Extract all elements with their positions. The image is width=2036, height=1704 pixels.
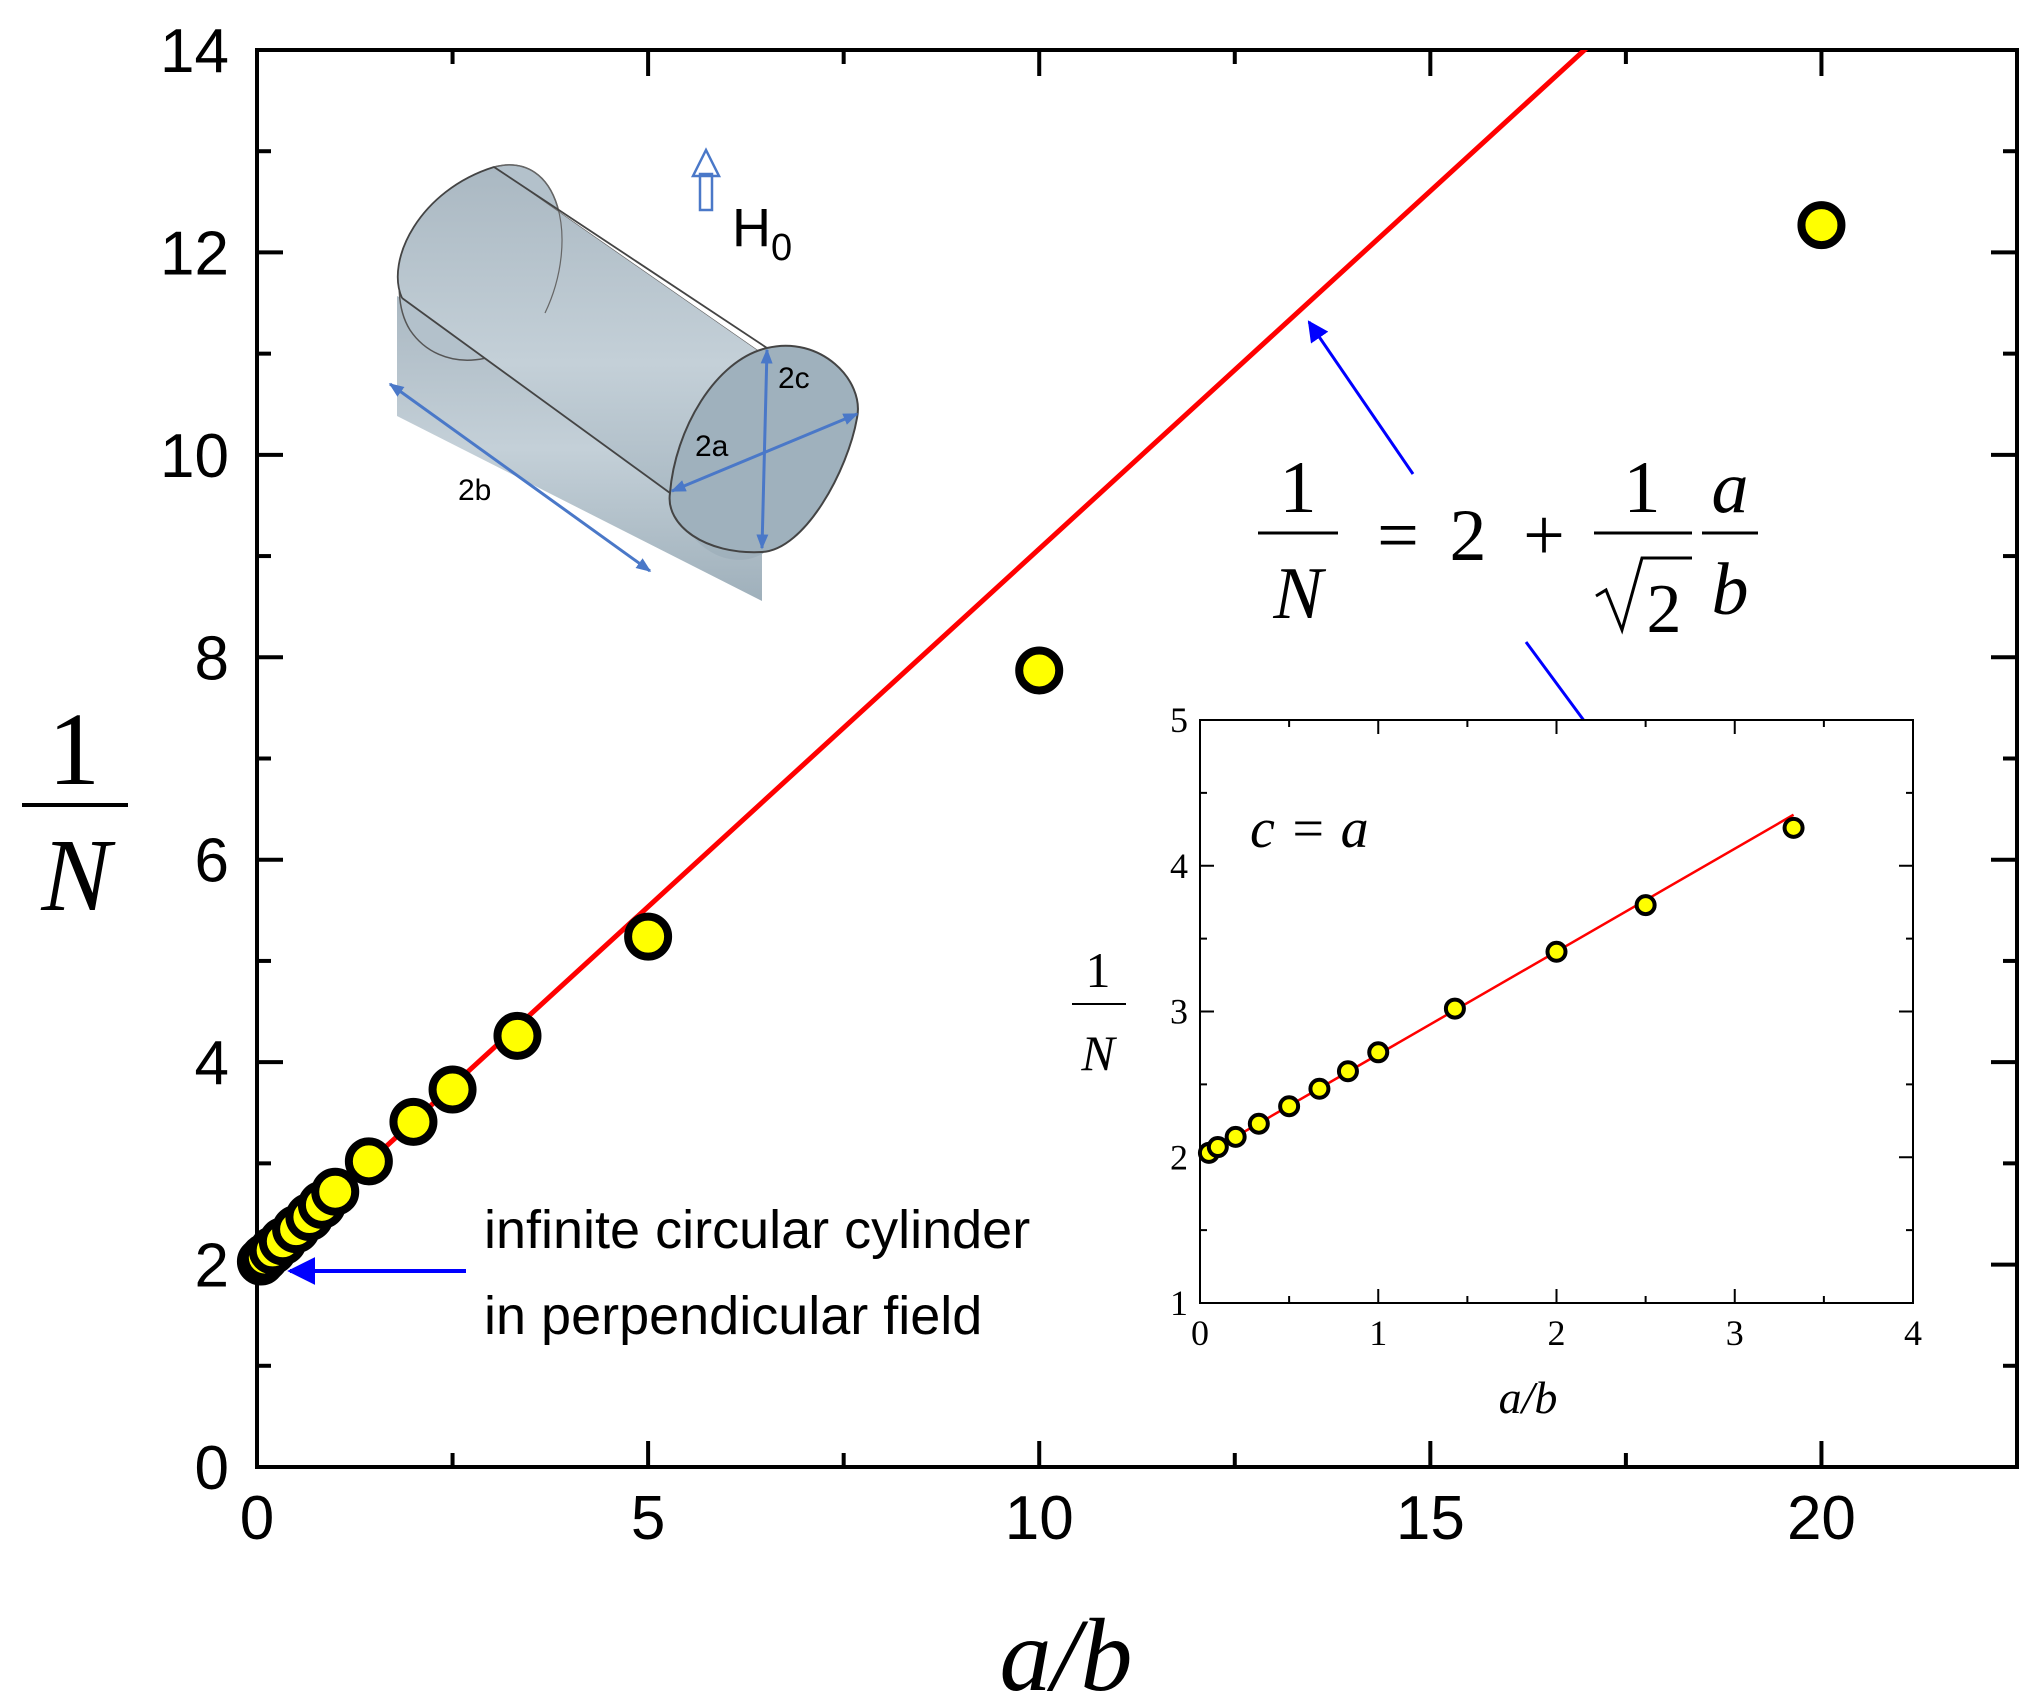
inset-data-point <box>1634 894 1657 917</box>
inset-data-point <box>1224 1125 1247 1148</box>
formula-plus: + <box>1523 495 1565 577</box>
formula-frac-den: 2 <box>1647 571 1682 648</box>
inset-fit-line <box>1199 813 1795 1159</box>
formula-lhs-num: 1 <box>1280 447 1317 529</box>
inset-y-label-num: 1 <box>1086 942 1111 998</box>
main-y-tick-label: 2 <box>195 1232 229 1301</box>
field-arrow-icon <box>690 147 722 212</box>
main-data-point <box>624 912 673 961</box>
inset-fit-line-segment <box>1199 813 1795 1159</box>
annotation-line1: infinite circular cylinder <box>484 1200 1030 1260</box>
cylinder-outline-top <box>493 164 563 314</box>
main-data-point <box>428 1065 477 1114</box>
main-y-label-den: N <box>40 818 116 933</box>
inset-x-tick-label: 2 <box>1548 1313 1566 1353</box>
main-x-axis-label: a/b <box>1000 1598 1133 1704</box>
inset-y-tick-label: 5 <box>1170 700 1188 740</box>
inset-label: c = a <box>1250 798 1369 860</box>
main-y-label-num: 1 <box>48 692 100 807</box>
inset-data-point <box>1782 816 1805 839</box>
inset-data-point <box>1247 1112 1270 1135</box>
inset-x-tick-label: 4 <box>1904 1313 1922 1353</box>
inset-y-label-den: N <box>1080 1025 1117 1081</box>
main-x-tick-label: 20 <box>1787 1484 1856 1553</box>
main-data-point <box>1015 646 1064 695</box>
inset-y-axis-label: 1 N <box>1072 942 1126 1081</box>
formula-sqrt-sign <box>1595 556 1692 635</box>
main-fit-line <box>257 50 1589 1267</box>
field-label: H0 <box>732 198 792 269</box>
main-y-tick-label: 4 <box>195 1029 229 1098</box>
formula: 1 N = 2 + 1 2 a b <box>1258 447 1758 648</box>
main-data-point <box>1797 201 1846 250</box>
main-y-tick-label: 0 <box>195 1434 229 1503</box>
main-y-tick-label: 6 <box>195 827 229 896</box>
dim-label-2c: 2c <box>778 362 810 395</box>
formula-var-num: a <box>1712 447 1749 529</box>
inset-data-point <box>1308 1077 1331 1100</box>
inset-data-point <box>1545 940 1568 963</box>
inset-x-tick-label: 3 <box>1726 1313 1744 1353</box>
main-y-tick-label: 12 <box>160 219 229 288</box>
arrow-to-main-line <box>1307 320 1415 475</box>
inset-y-tick-label: 3 <box>1170 992 1188 1032</box>
inset-data-point <box>1443 997 1466 1020</box>
main-data-points <box>236 201 1846 1286</box>
dim-arrow-2b <box>388 382 652 573</box>
cylinder-outline-back <box>397 166 495 299</box>
dim-label-2b: 2b <box>458 474 491 507</box>
inset-data-point <box>1206 1136 1229 1159</box>
inset-y-tick-label: 1 <box>1170 1283 1188 1323</box>
cylinder-outline-upper <box>493 166 768 349</box>
inset-data-point <box>1336 1060 1359 1083</box>
formula-lhs-den: N <box>1272 553 1326 635</box>
main-x-tick-label: 10 <box>1005 1484 1074 1553</box>
main-y-axis-label: 1 N <box>22 692 128 933</box>
main-data-point <box>493 1011 542 1060</box>
formula-two: 2 <box>1450 495 1487 577</box>
inset-data-point <box>1367 1041 1390 1064</box>
formula-frac-num: 1 <box>1624 447 1661 529</box>
main-fit-line-segment <box>257 50 1589 1267</box>
inset-x-tick-label: 0 <box>1191 1313 1209 1353</box>
inset-data-point <box>1278 1095 1301 1118</box>
dim-label-2a: 2a <box>695 430 729 463</box>
main-y-tick-label: 10 <box>160 422 229 491</box>
main-x-tick-label: 0 <box>240 1484 274 1553</box>
inset-x-axis-label: a/b <box>1499 1372 1558 1423</box>
formula-equals: = <box>1377 495 1419 577</box>
main-data-point <box>344 1137 393 1186</box>
main-y-tick-label: 8 <box>195 624 229 693</box>
formula-var-den: b <box>1712 549 1749 631</box>
inset-x-tick-label: 1 <box>1369 1313 1387 1353</box>
annotation-line2: in perpendicular field <box>484 1286 982 1346</box>
inset-data-points <box>1197 816 1805 1164</box>
main-y-tick-label: 14 <box>160 17 229 86</box>
dim-arrow-2a <box>670 412 859 493</box>
main-data-point <box>389 1097 438 1146</box>
main-x-tick-label: 5 <box>631 1484 665 1553</box>
main-x-tick-label: 15 <box>1396 1484 1465 1553</box>
inset-y-tick-label: 2 <box>1170 1137 1188 1177</box>
cylinder-diagram: 2c 2a 2b H0 <box>388 147 859 601</box>
inset-y-tick-label: 4 <box>1170 846 1188 886</box>
main-data-point <box>311 1167 360 1216</box>
